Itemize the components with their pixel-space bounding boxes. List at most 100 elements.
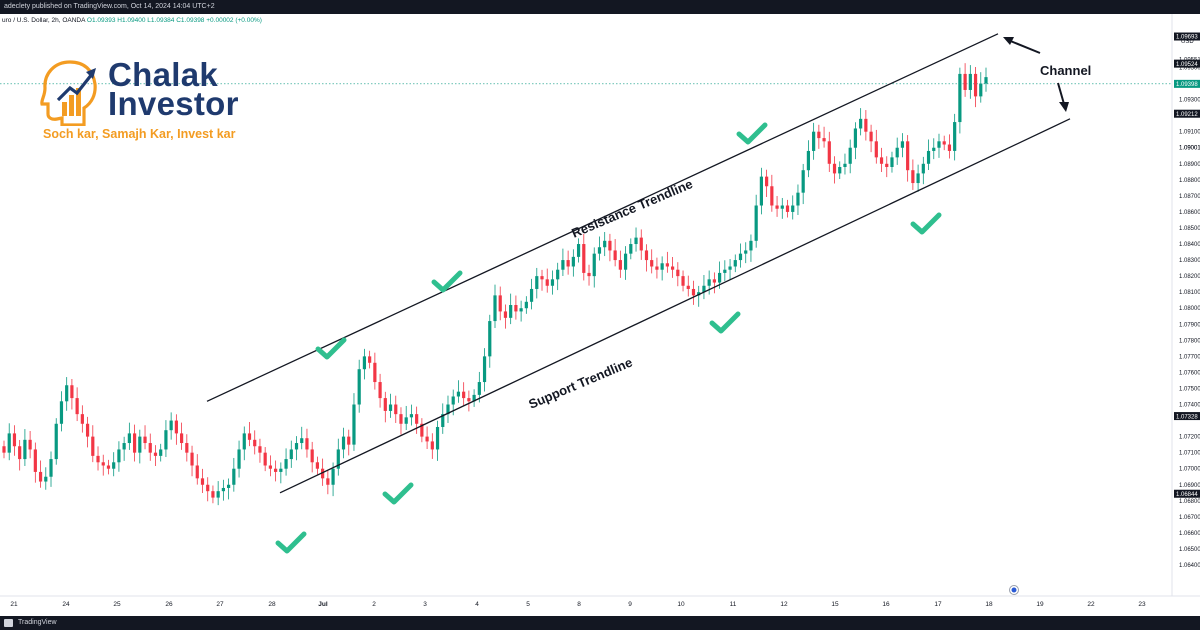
- candle-body: [529, 288, 534, 302]
- candle-body: [796, 192, 800, 206]
- candle-body: [321, 468, 325, 479]
- candle-body: [357, 369, 361, 405]
- candle-body: [587, 272, 591, 277]
- y-tick-label: 1.09001: [1179, 146, 1200, 152]
- y-tick-label: 1.09500: [1179, 65, 1200, 71]
- price-badge-label: 1.09212: [1176, 112, 1198, 118]
- candle-body: [911, 170, 915, 184]
- candle-body: [179, 433, 184, 444]
- channel-arrow-down-icon: [1057, 82, 1065, 105]
- candle-body: [874, 141, 878, 158]
- candle-body: [827, 141, 831, 164]
- candle-body: [906, 141, 910, 171]
- candle-body: [148, 443, 152, 453]
- candle-body: [101, 462, 105, 466]
- price-badge: [1174, 489, 1200, 498]
- x-tick-label: 11: [730, 601, 737, 608]
- candle-body: [509, 305, 513, 318]
- x-tick-label: 21: [10, 601, 18, 608]
- y-tick-label: 1.06600: [1179, 531, 1200, 537]
- candle-body: [712, 279, 716, 283]
- candle-body: [399, 414, 403, 424]
- candle-body: [775, 205, 779, 209]
- candle-body: [519, 308, 523, 312]
- check-mark-icon: [910, 212, 942, 235]
- candle-body: [362, 356, 367, 370]
- candle-body: [744, 250, 748, 254]
- candle-body: [608, 240, 612, 251]
- x-tick-label: 12: [780, 601, 788, 608]
- price-badge: [1174, 109, 1200, 118]
- candle-body: [23, 439, 27, 460]
- x-tick-label: 15: [831, 601, 839, 608]
- candle-body: [341, 436, 346, 450]
- candle-body: [315, 462, 320, 469]
- candle-body: [618, 260, 622, 270]
- y-tick-label: 1.07100: [1179, 451, 1200, 457]
- price-badge-label: 1.06844: [1176, 492, 1198, 498]
- candle-body: [326, 478, 330, 485]
- channel-arrowhead-down-icon: [1059, 102, 1069, 112]
- x-tick-label: 5: [526, 601, 530, 608]
- candle-body: [482, 356, 487, 383]
- candles: [2, 63, 988, 506]
- candle-body: [232, 468, 236, 485]
- footer-bar: TradingView: [0, 616, 1200, 630]
- candle-body: [415, 414, 419, 424]
- x-tick-label: 23: [1138, 601, 1146, 608]
- price-badge: [1174, 59, 1200, 68]
- y-tick-label: 1.08200: [1179, 274, 1200, 280]
- x-tick-label: 17: [934, 601, 942, 608]
- x-tick-label: 3: [423, 601, 427, 608]
- candle-body: [681, 276, 685, 286]
- y-tick-label: 1.07600: [1179, 370, 1200, 376]
- annotations: Resistance Trendline Support Trendline Cha…: [275, 37, 1091, 595]
- brand-name-line1: Chalak: [108, 56, 219, 93]
- candle-body: [159, 449, 163, 456]
- candle-body: [812, 131, 816, 151]
- channel-arrowhead-up-icon: [1003, 37, 1014, 45]
- candle-body: [190, 452, 194, 466]
- y-tick-label: 1.07400: [1179, 403, 1200, 409]
- candle-body: [785, 205, 790, 212]
- candle-body: [174, 420, 178, 434]
- candle-body: [686, 285, 690, 289]
- candle-body: [441, 414, 445, 427]
- candle-body: [702, 285, 706, 293]
- candle-body: [749, 240, 753, 251]
- candle-body: [498, 295, 502, 312]
- x-tick-label: 2: [372, 601, 376, 608]
- y-tick-label: 1.09001: [1179, 146, 1200, 152]
- candle-body: [942, 141, 946, 145]
- candle-body: [80, 414, 84, 424]
- price-badge-label: 1.07328: [1176, 414, 1198, 420]
- candle-body: [138, 436, 142, 453]
- x-tick-label: Jul: [318, 601, 328, 608]
- candle-body: [738, 253, 743, 261]
- high-value: H1.09400: [117, 17, 146, 24]
- tradingview-logo-icon: [4, 619, 13, 627]
- x-tick-label: 19: [1036, 601, 1044, 608]
- candle-body: [848, 147, 852, 164]
- candle-body: [122, 443, 126, 450]
- candle-body: [169, 420, 173, 431]
- candle-body: [759, 176, 763, 206]
- publisher-bar: adeclety published on TradingView.com, O…: [0, 0, 1200, 14]
- candle-body: [54, 423, 58, 460]
- candle-body: [435, 426, 440, 450]
- candle-body: [404, 417, 408, 424]
- candle-body: [305, 438, 309, 450]
- y-tick-label: 1.07500: [1179, 386, 1200, 392]
- candle-body: [18, 446, 22, 460]
- candle-body: [153, 452, 158, 456]
- candle-body: [947, 144, 952, 151]
- candle-body: [132, 433, 137, 453]
- candle-body: [368, 356, 372, 363]
- candle-body: [932, 147, 936, 151]
- candle-body: [310, 449, 314, 463]
- candle-body: [211, 491, 215, 498]
- candle-body: [127, 433, 131, 444]
- candle-body: [378, 382, 382, 399]
- candle-body: [733, 260, 737, 267]
